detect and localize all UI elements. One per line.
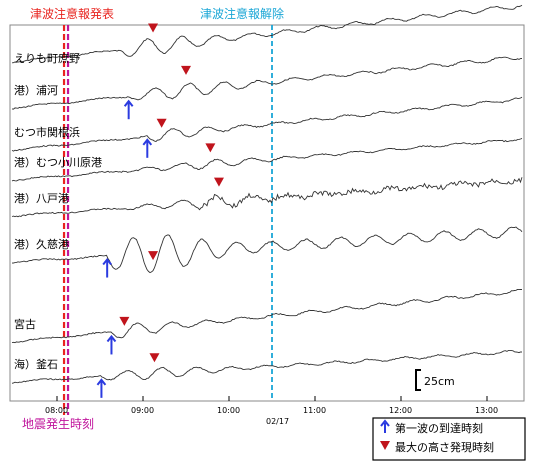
- max-marker-2: [156, 118, 167, 128]
- max-marker-1: [181, 65, 191, 75]
- legend-box: [372, 417, 526, 461]
- markers: [96, 23, 224, 398]
- date-label: 02/17: [266, 417, 289, 426]
- max-marker-0: [148, 23, 159, 33]
- x-tick-label-3: 11:00: [303, 406, 326, 415]
- station-label-0: えりも町庶野: [14, 51, 80, 65]
- wave-7: [11, 349, 522, 384]
- x-tick-label-5: 13:00: [475, 406, 498, 415]
- wave-4: [11, 177, 523, 218]
- legend-first-wave: 第一波の到達時刻: [395, 421, 483, 435]
- wave-2: [11, 96, 523, 152]
- waveforms: [11, 4, 523, 384]
- station-label-2: むつ市関根浜: [14, 125, 80, 139]
- legend: 第一波の到達時刻 最大の高さ発現時刻: [372, 417, 526, 461]
- max-marker-4: [213, 177, 224, 187]
- first-wave-arrow-7: [96, 378, 107, 398]
- legend-max-height: 最大の高さ発現時刻: [395, 440, 494, 454]
- x-tick-label-2: 10:00: [217, 406, 240, 415]
- scale-bar: 25cm: [415, 369, 455, 391]
- quake-time-label: 地震発生時刻: [22, 417, 94, 431]
- x-tick-label-0: 08:00: [45, 406, 68, 415]
- wave-1: [11, 56, 523, 110]
- x-tick-label-1: 09:00: [131, 406, 154, 415]
- x-tick-label-4: 12:00: [389, 406, 412, 415]
- first-wave-arrow-1: [123, 99, 134, 120]
- station-label-5: 港）久慈港: [14, 237, 69, 251]
- scale-bracket: [415, 369, 421, 391]
- station-label-6: 宮古: [14, 317, 36, 331]
- legend-arrow-icon: [380, 419, 390, 433]
- legend-triangle-icon: [380, 441, 390, 450]
- plot-frame: [9, 24, 525, 402]
- scale-label: 25cm: [424, 375, 455, 388]
- event-lines: [62, 25, 273, 415]
- warning-issued-label: 津波注意報発表: [30, 6, 114, 21]
- station-label-1: 港）浦河: [14, 84, 58, 97]
- max-marker-7: [149, 353, 160, 363]
- warning-lifted-label: 津波注意報解除: [200, 6, 284, 21]
- station-label-3: 港）むつ小川原港: [14, 156, 102, 169]
- wave-5: [11, 226, 523, 274]
- station-label-7: 海）釜石: [14, 357, 58, 371]
- wave-0: [11, 4, 523, 64]
- max-marker-6: [119, 316, 130, 326]
- first-wave-arrow-2: [142, 138, 153, 158]
- wave-6: [11, 288, 523, 344]
- max-marker-5: [148, 251, 159, 261]
- first-wave-arrow-5: [102, 257, 112, 278]
- station-label-4: 港）八戸港: [14, 192, 69, 205]
- first-wave-arrow-6: [106, 334, 117, 355]
- wave-3: [11, 137, 523, 182]
- max-marker-3: [205, 143, 216, 153]
- x-axis-ticks: 08:00 09:00 10:00 11:00 12:00 13:00: [45, 396, 498, 415]
